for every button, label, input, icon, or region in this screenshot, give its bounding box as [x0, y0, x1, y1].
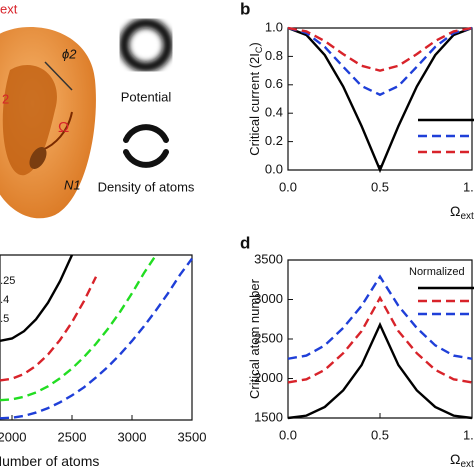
- axes-frame: [287, 259, 473, 419]
- y-tick-label: 0.4: [265, 105, 283, 120]
- series-line: [0, 254, 74, 342]
- x-tick-label: 0.5: [371, 179, 389, 194]
- y-tick-label: 1500: [254, 409, 283, 424]
- legend-title: Normalized: [409, 266, 465, 278]
- x-tick-label: 3000: [118, 429, 147, 444]
- x-tick-label: 1.0: [463, 427, 474, 442]
- label: N1: [64, 177, 81, 192]
- y-axis-label: Critical current (2IC): [247, 42, 264, 155]
- series-line: [287, 26, 473, 97]
- y-tick-label: 0.0: [265, 161, 283, 176]
- series-line: [287, 321, 473, 420]
- x-axis-label: Ωext: [450, 203, 474, 222]
- caption: Density of atoms: [98, 179, 195, 194]
- x-tick-label: 2000: [0, 429, 26, 444]
- y-tick-label: 2500: [254, 330, 283, 345]
- x-tick-label: 3500: [178, 429, 207, 444]
- panel-letter: b: [240, 0, 250, 18]
- label: Ω: [58, 119, 69, 136]
- y-axis-label-text: Critical current (2I: [247, 53, 262, 156]
- series-line: [0, 257, 193, 420]
- series-line: [0, 276, 98, 382]
- x-axis-label-text: Number of atoms: [0, 453, 99, 469]
- x-tick-label: 0.5: [371, 427, 389, 442]
- y-axis-label-sub: C: [254, 46, 264, 53]
- series-line: [287, 26, 473, 72]
- x-axis-label-sub: ext: [460, 211, 474, 222]
- label: 2: [2, 91, 9, 106]
- density-image: [123, 124, 169, 168]
- y-axis-label-text: Critical atom number: [247, 278, 262, 399]
- label: ϕ2: [62, 46, 77, 61]
- label: ext: [0, 1, 18, 16]
- y-tick-label: 0.8: [265, 48, 283, 63]
- x-tick-label: 0.0: [279, 427, 297, 442]
- series-line: [0, 254, 157, 402]
- series-line: [287, 295, 473, 384]
- y-axis-label-end: ): [247, 42, 262, 46]
- x-axis-label-text: Ω: [450, 451, 460, 467]
- panel-letter: d: [240, 233, 250, 252]
- y-tick-label: 3000: [254, 291, 283, 306]
- y-tick-label: 2000: [254, 370, 283, 385]
- series-line: [287, 274, 473, 360]
- x-tick-label: 1.0: [463, 179, 474, 194]
- torus-illustration: [0, 27, 96, 219]
- x-axis-label: Number of atoms: [0, 453, 99, 469]
- series-line: [287, 26, 473, 174]
- axes-frame: [287, 27, 473, 171]
- y-tick-label: 1.0: [265, 19, 283, 34]
- legend-label: 0.5: [0, 313, 9, 325]
- legend-label: 0.25: [0, 275, 15, 287]
- legend-label: 0.4: [0, 294, 9, 306]
- x-axis-label-sub: ext: [460, 459, 474, 470]
- x-tick-label: 2500: [58, 429, 87, 444]
- y-tick-label: 0.2: [265, 133, 283, 148]
- caption: Potential: [121, 89, 172, 104]
- y-tick-label: 3500: [254, 251, 283, 266]
- x-axis-label-text: Ω: [450, 203, 460, 219]
- x-tick-label: 0.0: [279, 179, 297, 194]
- y-axis-label: Critical atom number: [247, 278, 262, 399]
- x-axis-label: Ωext: [450, 451, 474, 470]
- y-tick-label: 0.6: [265, 76, 283, 91]
- potential-image: [119, 18, 173, 72]
